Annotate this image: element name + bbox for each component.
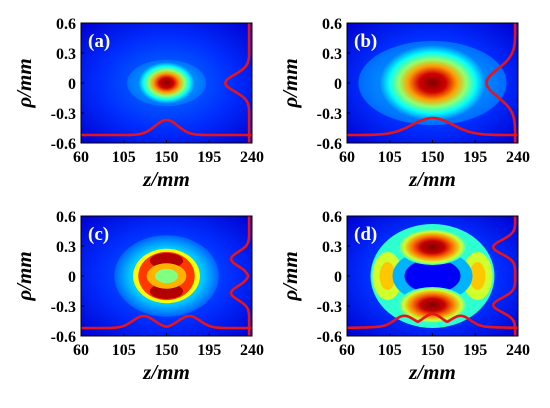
x-tick-label: 105 xyxy=(378,149,402,166)
panel-d: (d) 60 105 150 195 240 0.6 0.3 0 -0.3 -0.6 z/mm ρ/mm xyxy=(278,209,530,384)
y-tick-label: 0.3 xyxy=(322,239,342,256)
main-lobe xyxy=(398,229,467,265)
y-tick-label: 0.3 xyxy=(322,46,342,63)
side-lobe-left-core xyxy=(379,262,396,290)
x-tick-label: 240 xyxy=(240,149,264,166)
y-axis-label: ρ/mm xyxy=(278,251,302,301)
axial-profile-curve xyxy=(347,116,518,137)
y-tick-label: 0.3 xyxy=(56,46,76,63)
y-tick-label: -0.6 xyxy=(317,136,342,153)
panel-b: (b) 60 105 150 195 240 0.6 0.3 0 -0.3 -0.6 z/mm ρ/mm xyxy=(278,16,530,191)
x-tick-label: 60 xyxy=(73,342,89,359)
x-tick-label: 60 xyxy=(339,149,355,166)
panel-label: (c) xyxy=(88,224,109,245)
x-tick-label: 240 xyxy=(506,149,530,166)
y-axis-label: ρ/mm xyxy=(12,251,36,301)
y-tick-label: -0.3 xyxy=(51,106,76,123)
x-axis-label: z/mm xyxy=(142,167,190,191)
y-tick-label: -0.6 xyxy=(51,329,76,346)
x-tick-label: 105 xyxy=(378,342,402,359)
y-axis-label: ρ/mm xyxy=(278,58,302,108)
x-axis-label: z/mm xyxy=(408,360,456,384)
axial-profile-curve xyxy=(81,118,252,137)
heatmap-c xyxy=(81,216,252,336)
y-tick-label: 0 xyxy=(334,76,342,93)
y-tick-label: 0.6 xyxy=(322,209,342,226)
panel-label: (a) xyxy=(88,31,110,52)
y-axis-label: ρ/mm xyxy=(12,58,36,108)
y-tick-label: -0.6 xyxy=(51,136,76,153)
y-tick-label: 0.6 xyxy=(322,16,342,33)
radial-profile-curve xyxy=(485,23,517,143)
side-lobe-right-core xyxy=(469,262,486,290)
main-lobe xyxy=(398,287,467,323)
y-tick-label: 0.6 xyxy=(56,16,76,33)
panel-label: (b) xyxy=(354,31,377,52)
x-tick-label: 240 xyxy=(240,342,264,359)
heatmap-b xyxy=(347,23,518,143)
x-tick-label: 150 xyxy=(155,342,179,359)
x-axis-label: z/mm xyxy=(408,167,456,191)
y-tick-label: 0 xyxy=(68,76,76,93)
x-tick-label: 60 xyxy=(73,149,89,166)
radial-profile-curve xyxy=(224,23,251,143)
x-tick-label: 105 xyxy=(112,149,136,166)
y-tick-label: -0.3 xyxy=(51,299,76,316)
y-tick-label: 0 xyxy=(334,269,342,286)
panel-c: (c) 60 105 150 195 240 0.6 0.3 0 -0.3 -0.6 z/mm ρ/mm xyxy=(12,209,264,384)
y-tick-label: -0.6 xyxy=(317,329,342,346)
center-gap xyxy=(404,259,461,293)
ring-hole xyxy=(155,268,178,284)
x-tick-label: 195 xyxy=(463,342,487,359)
spot-core xyxy=(378,45,487,121)
x-tick-label: 60 xyxy=(339,342,355,359)
x-tick-label: 240 xyxy=(506,342,530,359)
panel-label: (d) xyxy=(354,224,377,245)
radial-profile-curve xyxy=(491,216,517,336)
x-axis-label: z/mm xyxy=(142,360,190,384)
radial-profile-curve xyxy=(229,216,251,336)
y-tick-label: 0 xyxy=(68,269,76,286)
x-tick-label: 150 xyxy=(421,149,445,166)
panel-a: (a) 60 105 150 195 240 0.6 0.3 0 -0.3 -0.6 z/mm ρ/mm xyxy=(12,16,264,191)
y-tick-label: 0.6 xyxy=(56,209,76,226)
x-tick-label: 105 xyxy=(112,342,136,359)
heatmap-d xyxy=(347,216,518,336)
x-tick-label: 195 xyxy=(463,149,487,166)
y-tick-label: -0.3 xyxy=(317,299,342,316)
x-tick-label: 195 xyxy=(197,342,221,359)
y-tick-label: 0.3 xyxy=(56,239,76,256)
x-tick-label: 195 xyxy=(197,149,221,166)
axial-profile-curve xyxy=(347,312,518,330)
axial-profile-curve xyxy=(81,314,252,330)
x-tick-label: 150 xyxy=(155,149,179,166)
x-tick-label: 150 xyxy=(421,342,445,359)
spot-core xyxy=(137,62,196,104)
heatmap-a xyxy=(81,23,252,143)
y-tick-label: -0.3 xyxy=(317,106,342,123)
